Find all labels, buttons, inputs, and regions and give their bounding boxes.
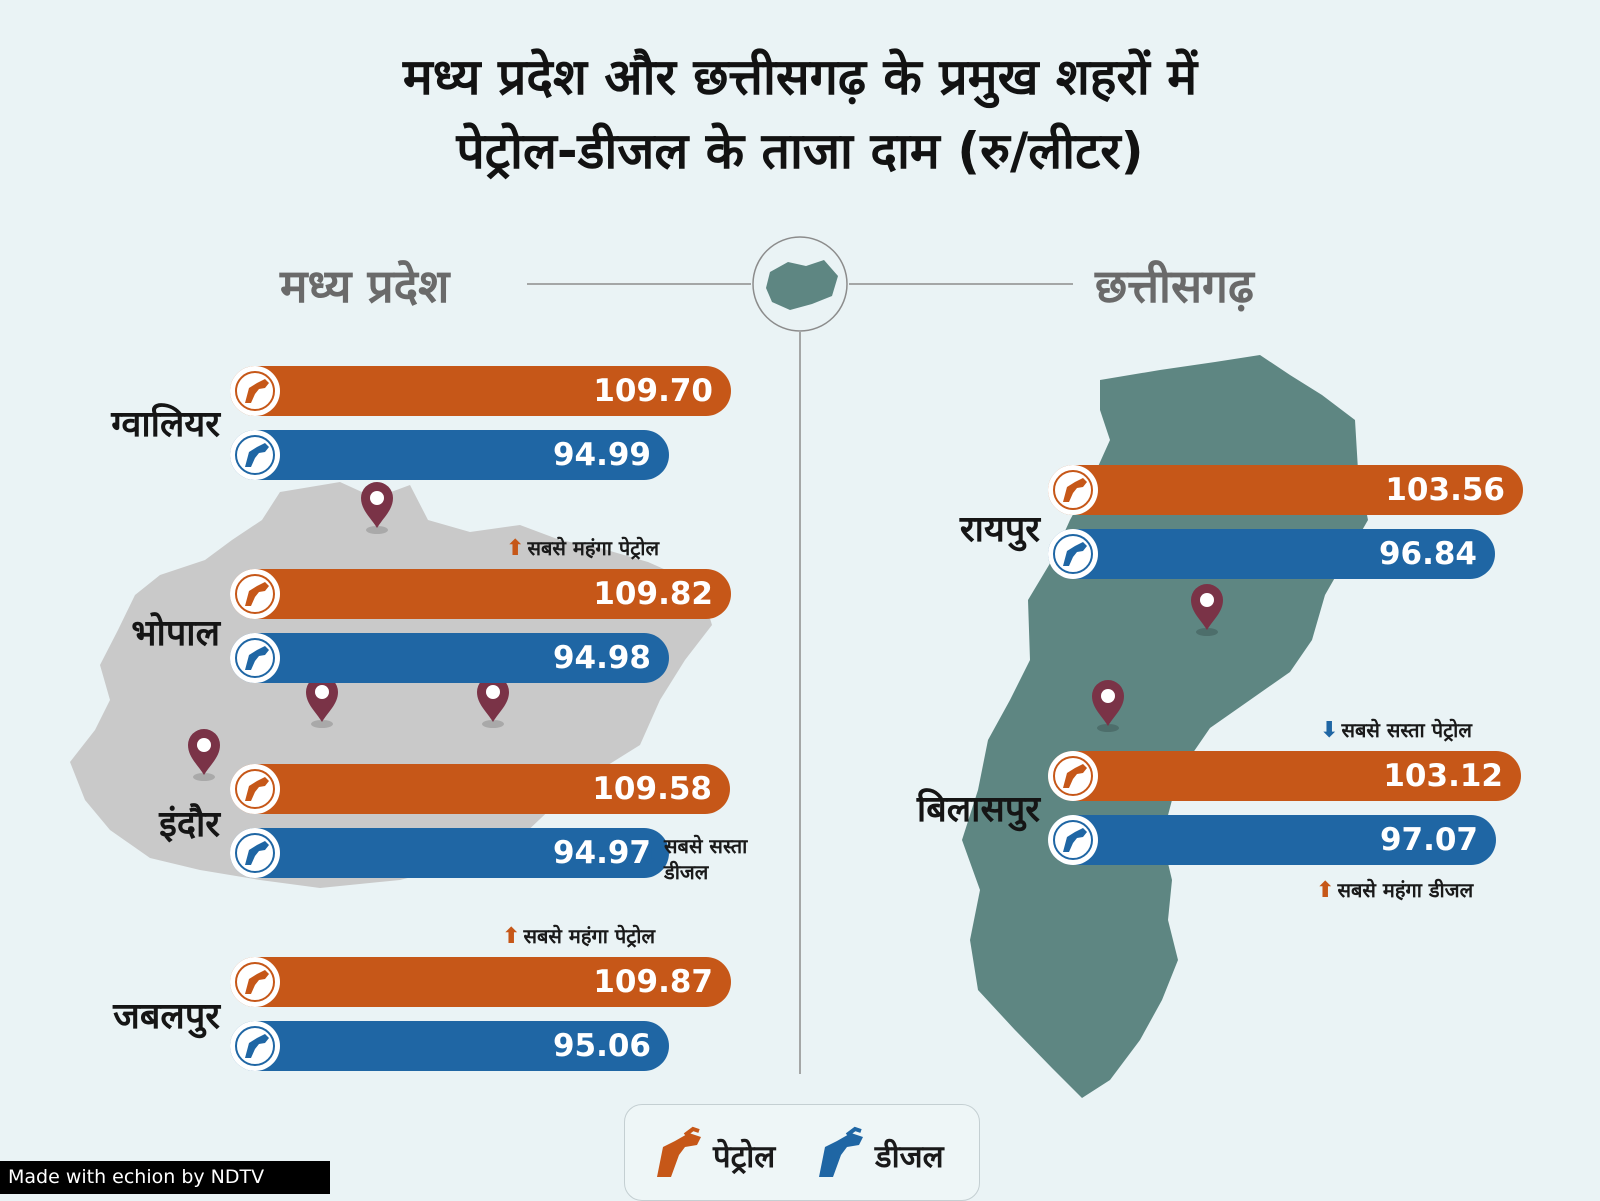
note-text: सबसे महंगा पेट्रोल [523, 924, 656, 948]
fuel-nozzle-icon [230, 764, 280, 814]
bar-petrol-gwalior: 109.70 [230, 366, 731, 416]
arrow-up-icon: ⬆ [1316, 878, 1335, 903]
bar-diesel-bilaspur: 97.07 [1048, 815, 1496, 865]
fuel-nozzle-icon [819, 1126, 863, 1177]
fuel-nozzle-icon [230, 366, 280, 416]
arrow-down-icon: ⬇ [1320, 718, 1339, 743]
fuel-nozzle-icon [230, 957, 280, 1007]
bar-petrol-bhopal: 109.82 [230, 569, 731, 619]
fuel-nozzle-icon [1048, 815, 1098, 865]
value-diesel-raipur: 96.84 [1378, 536, 1477, 572]
city-label-gwalior: ग्वालियर [111, 404, 220, 445]
value-petrol-indore: 109.58 [592, 771, 712, 807]
section-mp: मध्य प्रदेश [280, 259, 450, 313]
value-petrol-bilaspur: 103.12 [1383, 758, 1503, 794]
arrow-up-icon: ⬆ [506, 536, 525, 561]
map-pin-icon [306, 676, 338, 728]
fuel-nozzle-icon [230, 633, 280, 683]
fuel-nozzle-icon [230, 569, 280, 619]
map-pin-icon [1092, 680, 1124, 732]
bar-diesel-gwalior: 94.99 [230, 430, 669, 480]
credit-bar: Made with echion by NDTV [0, 1161, 330, 1194]
legend-diesel: डीजल [875, 1139, 944, 1175]
map-pin-icon [188, 729, 220, 781]
value-diesel-bilaspur: 97.07 [1379, 822, 1478, 858]
note-text: सबसे महंगा डीजल [1337, 878, 1474, 902]
city-label-indore: इंदौर [159, 804, 220, 845]
note-text: सबसे सस्ता पेट्रोल [1341, 718, 1472, 742]
note-text: सबसे महंगा पेट्रोल [527, 536, 660, 560]
value-petrol-jabalpur: 109.87 [593, 964, 713, 1000]
bar-diesel-jabalpur: 95.06 [230, 1021, 669, 1071]
map-pin-icon [361, 482, 393, 534]
note-bilaspur-diesel: ⬆ सबसे महंगा डीजल [1316, 878, 1473, 903]
fuel-nozzle-icon [230, 1021, 280, 1071]
arrow-down-icon: ⬇ [640, 845, 659, 870]
bar-petrol-indore: 109.58 [230, 764, 730, 814]
city-label-bilaspur: बिलासपुर [916, 789, 1040, 830]
legend: पेट्रोल डीजल [624, 1104, 980, 1201]
note-bilaspur-petrol: ⬇ सबसे सस्ता पेट्रोल [1320, 718, 1472, 743]
center-emblem-map-icon [766, 260, 838, 310]
arrow-up-icon: ⬆ [502, 924, 521, 949]
fuel-nozzle-icon [230, 828, 280, 878]
city-label-bhopal: भोपाल [131, 613, 220, 654]
title-line-1: मध्य प्रदेश और छत्तीसगढ़ के प्रमुख शहरों… [402, 48, 1198, 106]
note-jabalpur-petrol: ⬆ सबसे महंगा पेट्रोल [502, 924, 655, 949]
value-petrol-gwalior: 109.70 [593, 373, 713, 409]
value-petrol-raipur: 103.56 [1385, 472, 1505, 508]
value-diesel-gwalior: 94.99 [552, 437, 651, 473]
fuel-nozzle-icon [1048, 465, 1098, 515]
bar-petrol-raipur: 103.56 [1048, 465, 1523, 515]
map-pin-icon [477, 676, 509, 728]
note-text: सबसे सस्ता [664, 834, 748, 858]
bar-diesel-bhopal: 94.98 [230, 633, 669, 683]
legend-petrol: पेट्रोल [713, 1139, 776, 1175]
map-pin-icon [1191, 584, 1223, 636]
fuel-nozzle-icon [230, 430, 280, 480]
section-cg: छत्तीसगढ़ [1095, 259, 1254, 313]
note-text: डीजल [664, 860, 709, 884]
city-label-raipur: रायपुर [959, 509, 1040, 550]
value-petrol-bhopal: 109.82 [593, 576, 713, 612]
note-bhopal-petrol: ⬆ सबसे महंगा पेट्रोल [506, 536, 659, 561]
bar-petrol-jabalpur: 109.87 [230, 957, 731, 1007]
fuel-nozzle-icon [1048, 751, 1098, 801]
city-label-jabalpur: जबलपुर [113, 996, 220, 1037]
value-diesel-bhopal: 94.98 [552, 640, 651, 676]
bar-diesel-indore: 94.97 [230, 828, 669, 878]
value-diesel-indore: 94.97 [552, 835, 651, 871]
fuel-nozzle-icon [1048, 529, 1098, 579]
bar-diesel-raipur: 96.84 [1048, 529, 1495, 579]
bar-petrol-bilaspur: 103.12 [1048, 751, 1521, 801]
value-diesel-jabalpur: 95.06 [552, 1028, 651, 1064]
fuel-nozzle-icon [657, 1126, 701, 1177]
title-line-2: पेट्रोल-डीजल के ताजा दाम (रु/लीटर) [456, 122, 1144, 180]
